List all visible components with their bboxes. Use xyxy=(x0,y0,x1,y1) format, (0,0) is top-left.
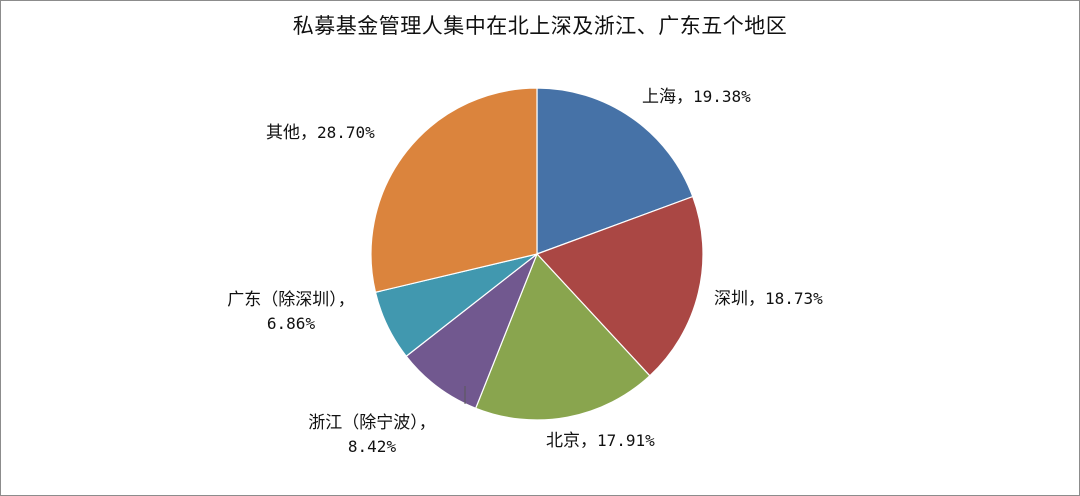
data-label-shanghai-name: 上海， xyxy=(642,87,693,107)
data-label-guangdong: 广东（除深圳）， 6.86% xyxy=(207,288,375,336)
pie-slices xyxy=(370,87,704,421)
data-label-beijing-name: 北京， xyxy=(546,431,597,451)
data-label-guangdong-name: 广东（除深圳）， xyxy=(227,290,355,310)
pie-slice-beijing xyxy=(474,252,651,421)
data-label-guangdong-value: 6.86% xyxy=(266,314,316,333)
data-label-other-value: 28.70% xyxy=(317,123,375,142)
data-label-beijing-value: 17.91% xyxy=(597,431,655,450)
data-label-zhejiang: 浙江（除宁波）， 8.42% xyxy=(287,411,457,459)
data-label-shenzhen-value: 18.73% xyxy=(765,289,823,308)
pie-slice-other xyxy=(370,87,538,293)
chart-title: 私募基金管理人集中在北上深及浙江、广东五个地区 xyxy=(292,14,788,38)
data-label-other-name: 其他， xyxy=(266,123,317,143)
data-label-shanghai: 上海，19.38% xyxy=(642,85,751,109)
pie-slice-shenzhen xyxy=(535,195,704,377)
data-label-beijing: 北京，17.91% xyxy=(546,429,655,453)
data-label-shanghai-value: 19.38% xyxy=(693,87,751,106)
data-label-zhejiang-value: 8.42% xyxy=(347,437,397,456)
data-label-shenzhen-name: 深圳， xyxy=(714,289,765,309)
data-label-zhejiang-name: 浙江（除宁波）， xyxy=(308,413,436,433)
pie-slice-shanghai xyxy=(536,87,694,255)
data-label-other: 其他，28.70% xyxy=(266,121,375,145)
data-label-shenzhen: 深圳，18.73% xyxy=(714,287,823,311)
pie-slice-zhejiang xyxy=(405,252,539,410)
